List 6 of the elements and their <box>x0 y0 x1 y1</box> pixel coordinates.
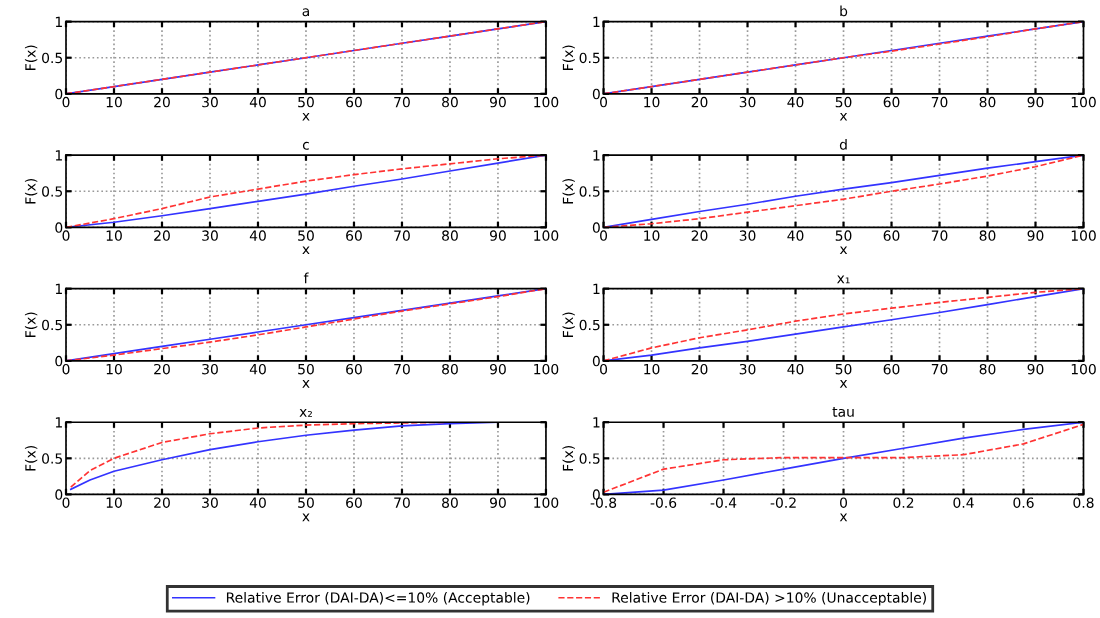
line-series <box>603 155 1084 228</box>
line-series <box>603 21 1084 94</box>
line-series <box>603 288 1084 361</box>
line-series <box>66 155 546 228</box>
line-series <box>66 288 546 361</box>
line-series <box>66 21 546 94</box>
